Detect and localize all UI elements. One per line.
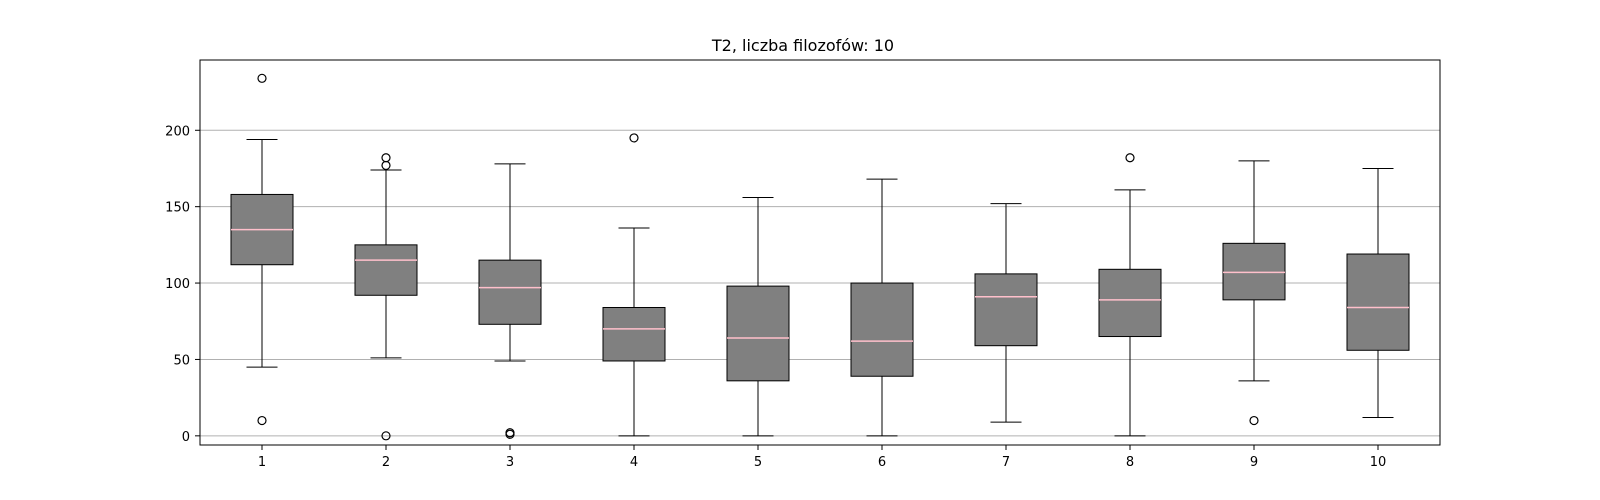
outlier-point — [629, 133, 639, 143]
outlier-point — [257, 415, 267, 426]
box-group-3 — [478, 163, 542, 439]
box-group-2 — [354, 153, 418, 441]
plot-area-frame — [199, 59, 1441, 446]
iqr-box — [478, 259, 542, 325]
x-tick-label: 4 — [630, 455, 638, 470]
box-group-6 — [850, 178, 914, 437]
x-tick-label: 6 — [878, 455, 886, 470]
axes: 0 50 100 150 200 1 2 3 4 5 6 7 8 9 10 — [165, 124, 1386, 470]
iqr-box — [602, 307, 666, 362]
outlier-point — [381, 153, 391, 163]
iqr-box — [354, 244, 418, 296]
box-group-1 — [230, 73, 294, 426]
iqr-box — [1098, 268, 1162, 338]
box-group-10 — [1346, 167, 1410, 418]
iqr-box — [1346, 253, 1410, 351]
outlier-point — [381, 431, 391, 441]
box-group-7 — [974, 203, 1038, 423]
y-tick-label: 200 — [165, 124, 190, 139]
box-series — [230, 73, 1410, 441]
outlier-point — [1249, 415, 1259, 426]
iqr-box — [850, 282, 914, 377]
x-tick-label: 10 — [1370, 455, 1387, 470]
box-group-4 — [602, 133, 666, 437]
iqr-box — [726, 285, 790, 382]
y-tick-label: 50 — [173, 353, 190, 368]
x-tick-label: 7 — [1002, 455, 1010, 470]
outlier-point — [1125, 153, 1135, 163]
outlier-point — [257, 73, 267, 83]
box-group-8 — [1098, 153, 1162, 437]
y-tick-label: 150 — [165, 201, 190, 216]
x-tick-label: 1 — [258, 455, 266, 470]
box-group-5 — [726, 197, 790, 437]
outlier-point — [381, 160, 391, 171]
x-tick-label: 5 — [754, 455, 762, 470]
iqr-box — [1222, 242, 1286, 301]
x-tick-label: 3 — [506, 455, 514, 470]
chart-title: T2, liczba filozofów: 10 — [711, 36, 894, 55]
y-tick-label: 100 — [165, 277, 190, 292]
x-tick-label: 2 — [382, 455, 390, 470]
x-tick-label: 9 — [1250, 455, 1258, 470]
x-tick-label: 8 — [1126, 455, 1134, 470]
iqr-box — [974, 273, 1038, 347]
y-tick-label: 0 — [182, 430, 190, 445]
box-group-9 — [1222, 160, 1286, 426]
outlier-point — [505, 429, 515, 439]
